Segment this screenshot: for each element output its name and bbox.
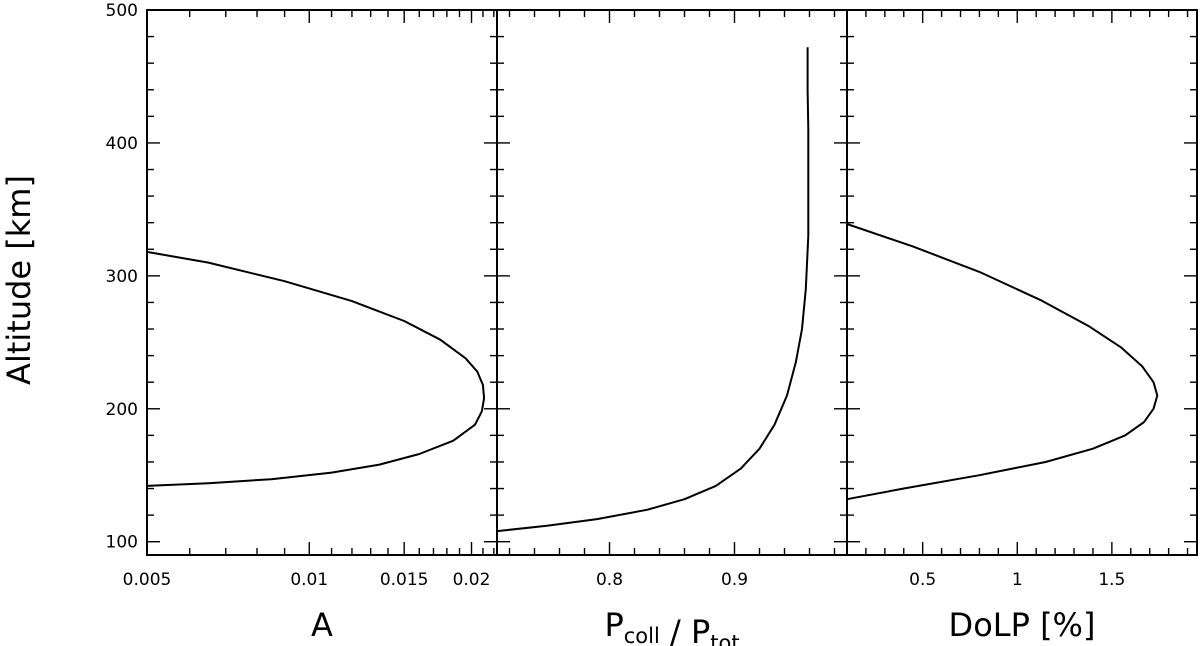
x-tick-label: 1.5 <box>1098 570 1125 590</box>
x-tick-label: 0.005 <box>123 570 172 590</box>
y-tick-label: 300 <box>106 267 138 287</box>
x-axis-label: A <box>311 606 333 644</box>
series-line <box>496 47 810 533</box>
panel-2: 0.8 0.9 Pcoll / Ptot <box>496 9 848 646</box>
series-line <box>846 223 1159 501</box>
y-tick-label: 500 <box>106 1 138 21</box>
x-tick-label: 0.8 <box>596 570 623 590</box>
panel-1: 0.005 0.01 0.015 0.02 A 100 200 300 400 500 <box>106 1 498 644</box>
x-axis-label: DoLP [%] <box>949 606 1096 644</box>
panel-3-frame <box>846 9 1198 556</box>
x-tick-label: 0.02 <box>453 570 491 590</box>
plot-root: 0.005 0.01 0.015 0.02 A 100 200 300 400 500 0.8 0.9… <box>106 1 1198 646</box>
x-tick-label: 0.015 <box>380 570 429 590</box>
x-axis-label: Pcoll / Ptot <box>604 606 739 646</box>
panel-2-frame <box>496 9 848 556</box>
y-tick-label: 100 <box>106 533 138 553</box>
x-tick-label: 0.5 <box>909 570 936 590</box>
series-line <box>146 250 486 487</box>
y-tick-label: 400 <box>106 134 138 154</box>
x-tick-label: 0.01 <box>290 570 328 590</box>
x-tick-label: 1 <box>1012 570 1023 590</box>
y-axis-label: Altitude [km] <box>0 175 38 385</box>
x-tick-label: 0.9 <box>721 570 748 590</box>
y-tick-label: 200 <box>106 400 138 420</box>
